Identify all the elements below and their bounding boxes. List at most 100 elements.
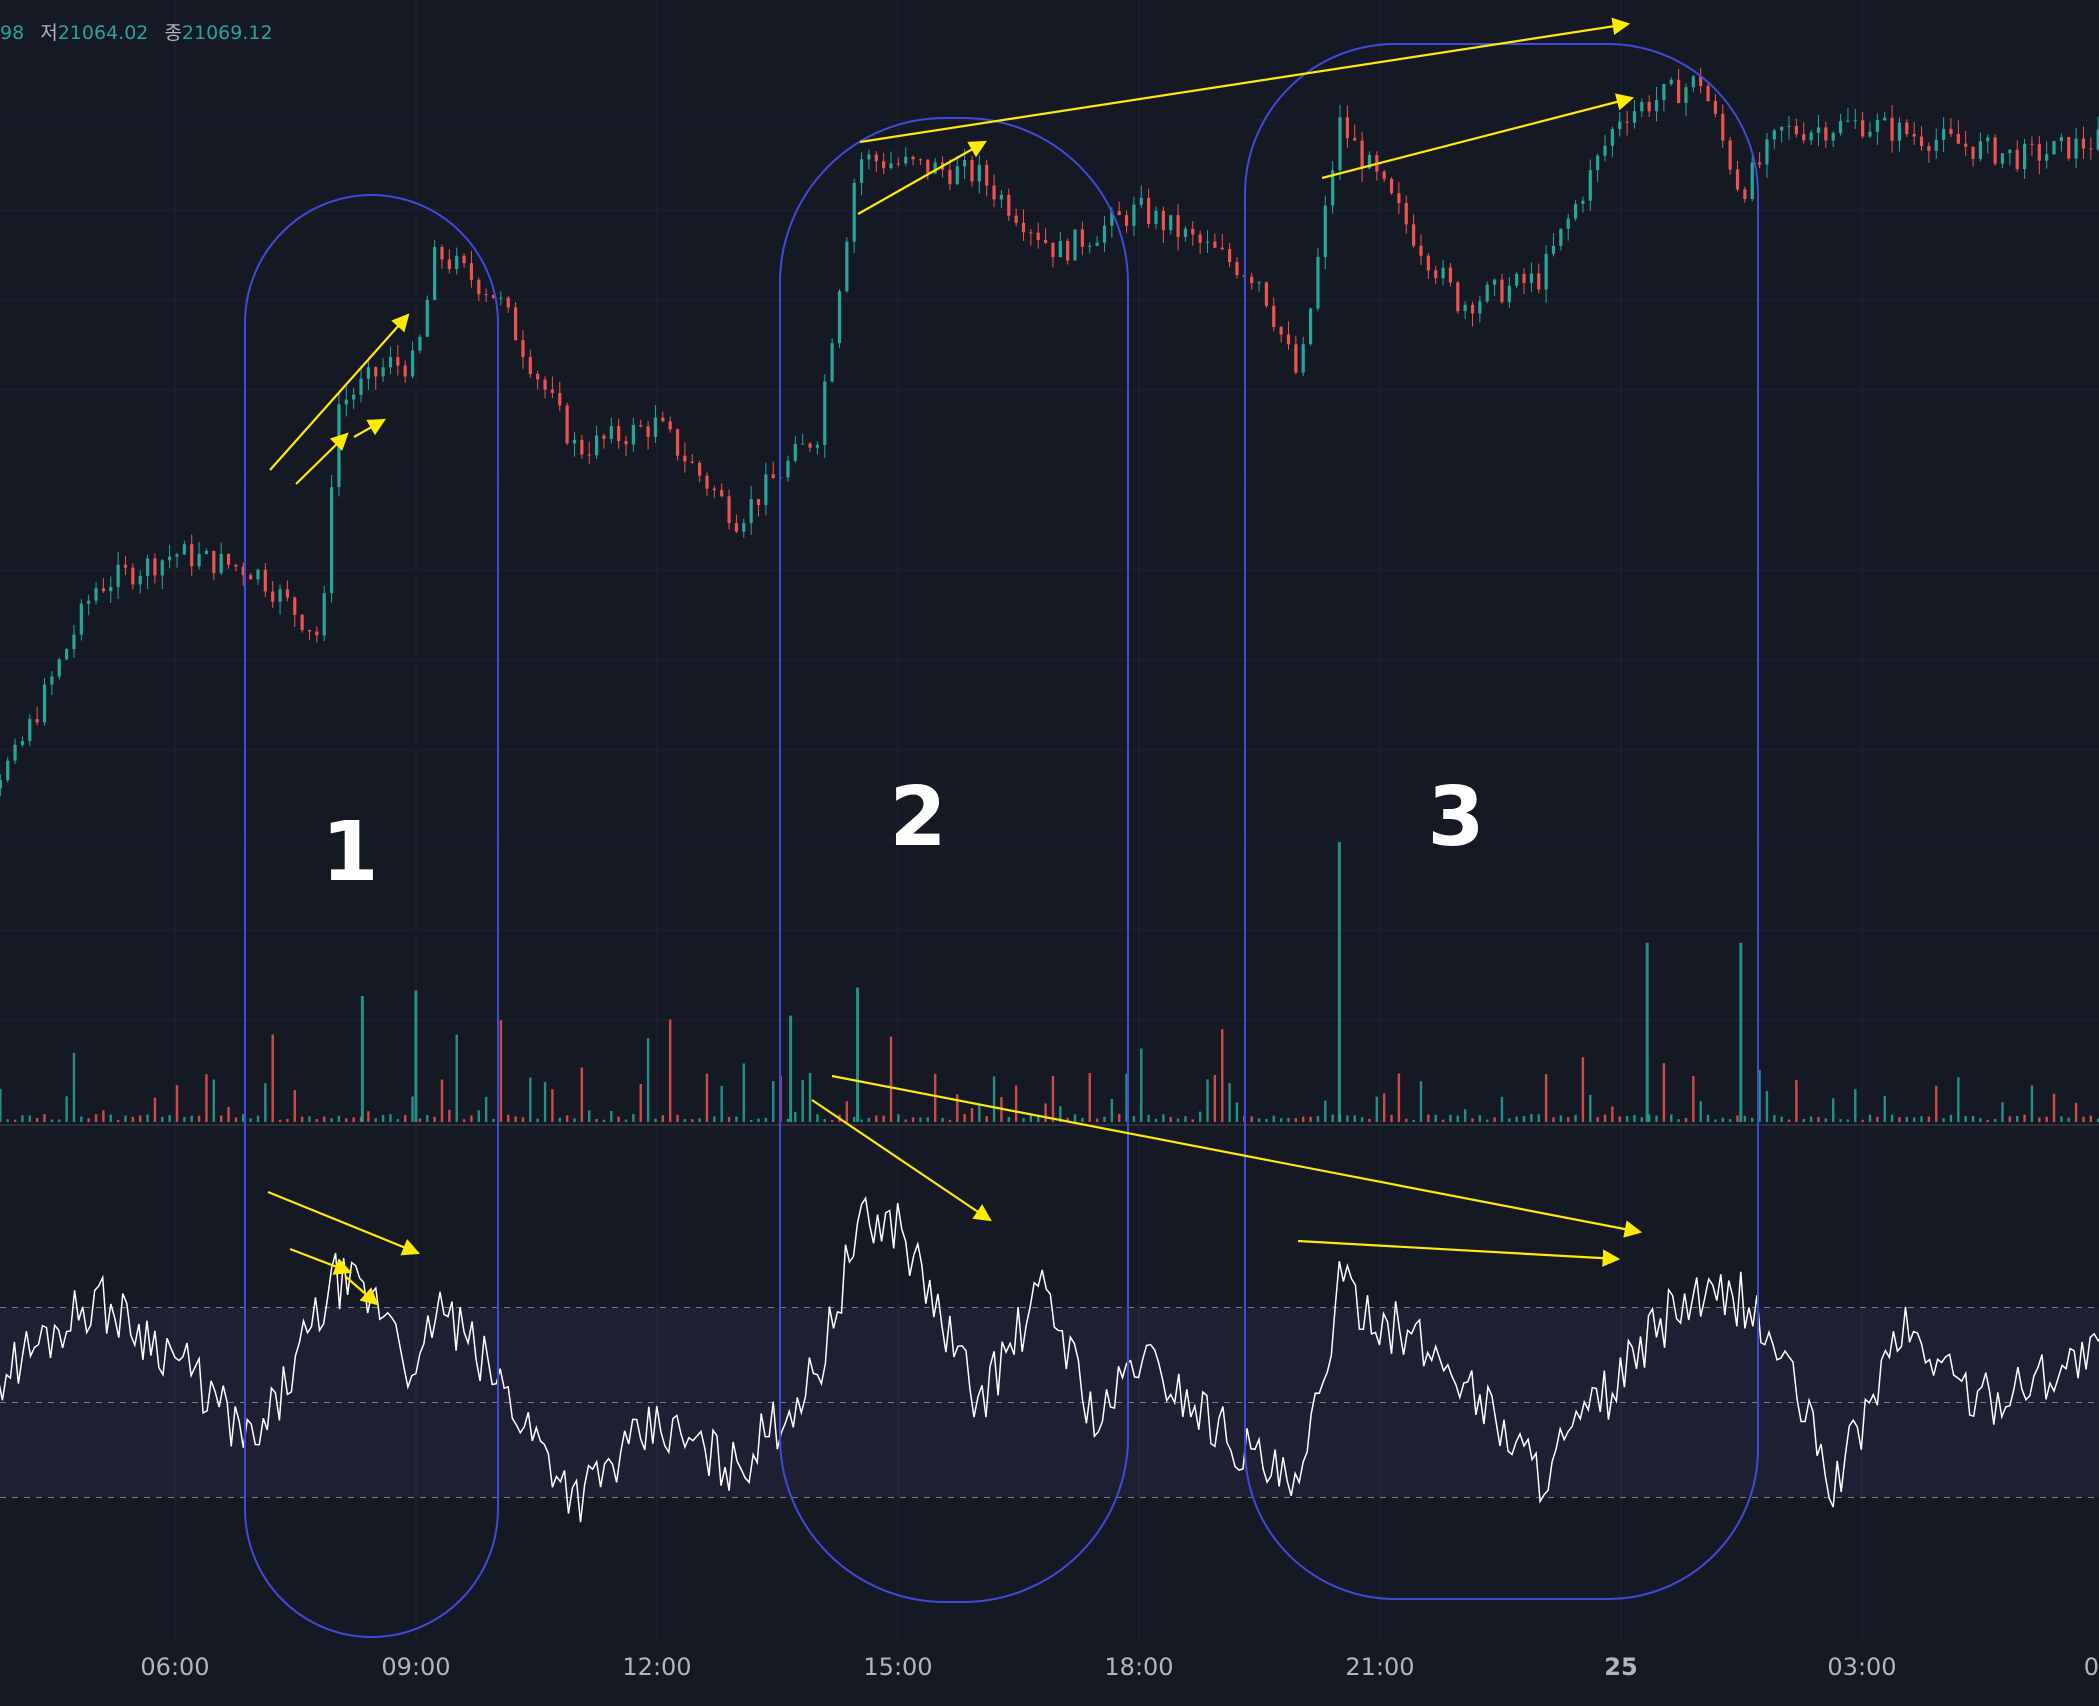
- low-label: 저: [40, 22, 58, 44]
- candle-body: [528, 357, 532, 374]
- volume-bar: [558, 1117, 561, 1122]
- volume-bar: [713, 1116, 716, 1122]
- candle-body: [1257, 282, 1261, 284]
- volume-bar: [514, 1116, 517, 1122]
- candle-body: [1713, 101, 1718, 114]
- volume-bar: [919, 1117, 922, 1122]
- volume-bar: [1964, 1116, 1967, 1122]
- candle-body: [1102, 225, 1107, 243]
- volume-bar: [1979, 1118, 1982, 1122]
- candle-body: [911, 156, 915, 160]
- candle-body: [226, 553, 231, 565]
- volume-bar: [1831, 1098, 1835, 1122]
- volume-bar: [1633, 1115, 1636, 1122]
- volume-spike: [360, 996, 364, 1122]
- candle-body: [447, 259, 451, 270]
- zone-box: [244, 194, 499, 1638]
- volume-bar: [941, 1117, 944, 1122]
- volume-bar: [1758, 1069, 1761, 1122]
- candle-body: [756, 499, 761, 506]
- volume-bar: [1029, 1115, 1033, 1122]
- candle-body: [1434, 270, 1438, 279]
- candle-body: [771, 474, 775, 479]
- candle-body: [565, 405, 569, 444]
- volume-bar: [1515, 1116, 1518, 1122]
- volume-bar: [573, 1118, 576, 1122]
- volume-bar: [1957, 1077, 1960, 1122]
- volume-bar: [897, 1114, 900, 1122]
- volume-bar: [1309, 1116, 1312, 1122]
- volume-bar: [970, 1108, 974, 1122]
- volume-bar: [65, 1096, 68, 1122]
- volume-bar: [293, 1090, 296, 1122]
- candle-body: [160, 560, 164, 576]
- candle-body: [1838, 121, 1843, 134]
- candle-body: [1080, 229, 1084, 247]
- candle-body: [418, 336, 422, 351]
- volume-bar: [1993, 1118, 1997, 1122]
- volume-bar: [2008, 1116, 2012, 1122]
- candle-body: [352, 394, 356, 400]
- volume-bar: [1625, 1115, 1629, 1122]
- volume-bar: [1405, 1118, 1408, 1122]
- candle-body: [1058, 240, 1062, 258]
- volume-bar: [1287, 1117, 1290, 1122]
- volume-bar: [1198, 1111, 1202, 1122]
- volume-bar: [992, 1076, 996, 1122]
- volume-bar: [1655, 1115, 1658, 1122]
- volume-bar: [978, 1105, 981, 1122]
- time-tick-label: 03:00: [1827, 1653, 1896, 1681]
- candle-body: [617, 426, 621, 441]
- candle-body: [1213, 241, 1217, 248]
- candle-body: [403, 365, 407, 377]
- volume-bar: [1935, 1085, 1938, 1122]
- volume-bar: [300, 1116, 304, 1122]
- candle-body: [204, 550, 209, 554]
- candle-body: [1331, 170, 1335, 206]
- volume-bar: [124, 1115, 127, 1122]
- volume-bar: [139, 1115, 142, 1122]
- candle-body: [131, 567, 135, 585]
- candle-body: [1117, 211, 1121, 216]
- volume-bar: [492, 1118, 495, 1122]
- candle-body: [1735, 169, 1740, 190]
- candle-body: [1993, 137, 1997, 164]
- rsi-path: [0, 1196, 2099, 1523]
- candle-body: [300, 614, 304, 631]
- volume-bar: [1375, 1096, 1379, 1122]
- candle-body: [1073, 229, 1077, 261]
- candle-body: [955, 166, 959, 185]
- volume-bar: [1066, 1117, 1069, 1122]
- volume-bar: [1412, 1119, 1415, 1122]
- zone-box: [779, 117, 1129, 1603]
- volume-bar: [676, 1114, 679, 1122]
- annotation-arrow: [857, 140, 987, 215]
- rsi-line: [0, 1196, 2099, 1523]
- volume-bar: [1883, 1095, 1886, 1122]
- volume-bar: [1397, 1073, 1401, 1122]
- volume-bar: [308, 1116, 311, 1122]
- candle-body: [1338, 117, 1342, 171]
- volume-bar: [1508, 1118, 1511, 1122]
- volume-bar: [1073, 1114, 1077, 1122]
- candle-body: [79, 603, 83, 635]
- candle-body: [1412, 224, 1416, 246]
- candle-body: [64, 649, 69, 660]
- volume-bar: [1110, 1099, 1114, 1122]
- candle-body: [1559, 228, 1563, 246]
- candle-body: [933, 162, 937, 174]
- close-value: 21069.12: [181, 22, 273, 44]
- candle-body: [675, 429, 680, 456]
- volume-bar: [1567, 1117, 1570, 1122]
- candle-body: [1426, 255, 1430, 271]
- candle-body: [1036, 232, 1040, 241]
- candle-body: [0, 780, 2, 789]
- volume-bar: [1618, 1116, 1621, 1122]
- candle-body: [1640, 102, 1644, 112]
- volume-bar: [1839, 1119, 1842, 1122]
- candle-body: [1264, 282, 1269, 306]
- volume-bar: [1140, 1048, 1143, 1122]
- volume-bar: [1971, 1115, 1975, 1122]
